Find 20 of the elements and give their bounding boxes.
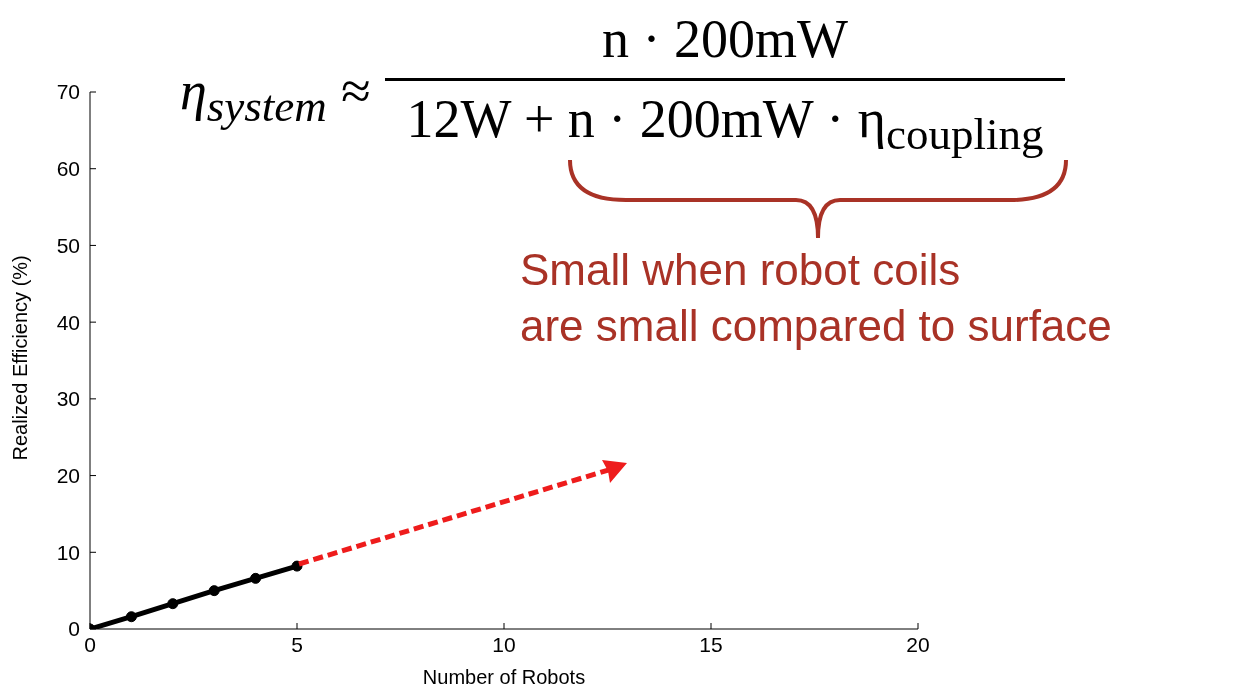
- x-axis-title: Number of Robots: [422, 666, 586, 688]
- annotation: Small when robot coils: [520, 244, 961, 296]
- annotation: 12W + n · 200mW · η$_{coupling}$: [405, 88, 1045, 160]
- y-tick-label: 70: [56, 80, 80, 104]
- x-tick-label: 0: [84, 632, 96, 656]
- y-axis-title: Realized Efficiency (%): [9, 255, 32, 461]
- x-tick-label: 15: [699, 632, 723, 656]
- x-tick-label: 5: [291, 632, 303, 656]
- y-tick-label: 0: [68, 617, 80, 641]
- y-tick-label: 50: [56, 233, 80, 257]
- y-tick-label: 60: [56, 157, 80, 181]
- text: n · 200mW: [601, 8, 849, 70]
- x-tick-label: 20: [906, 632, 930, 656]
- y-tick-label: 20: [56, 464, 80, 488]
- y-tick-label: 40: [56, 310, 80, 334]
- annotation: η$_{system}$ ≈: [180, 60, 370, 132]
- y-tick-label: 30: [56, 387, 80, 411]
- annotation: are small compared to surface: [520, 300, 1112, 352]
- y-tick-label: 10: [56, 540, 80, 564]
- x-tick-label: 10: [492, 632, 516, 656]
